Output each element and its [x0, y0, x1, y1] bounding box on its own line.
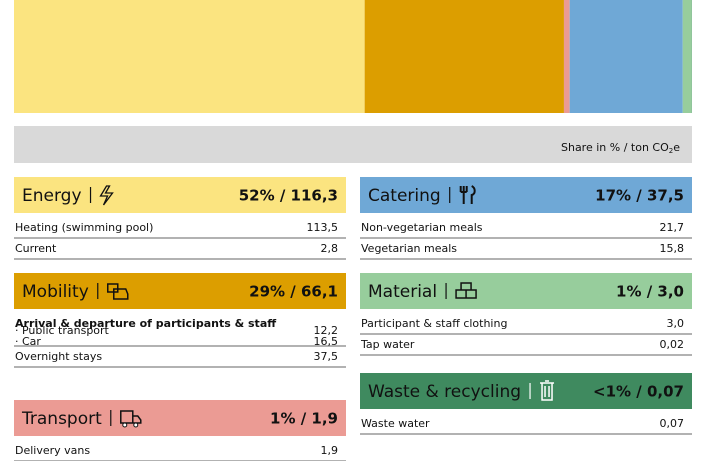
card: Material 1% / 3,0 Participant & staff clot…: [360, 273, 692, 356]
icon-group: [540, 380, 555, 401]
icon: [133, 422, 139, 428]
unit-text: Share in % / ton CO: [561, 141, 669, 154]
row-label: · Public transport: [15, 324, 110, 337]
row-value: 0,07: [660, 417, 685, 430]
unit-tail: e: [673, 141, 680, 154]
icon: [540, 380, 555, 401]
bar-segment: [682, 0, 692, 113]
icon: [455, 282, 477, 299]
row-value: 16,5: [314, 335, 339, 348]
icon-group: [459, 185, 476, 204]
icon: [99, 185, 114, 206]
icon-group: [455, 282, 477, 299]
bar-segment: [14, 0, 365, 113]
row-value: 15,8: [660, 242, 685, 255]
row-value: 1,9: [321, 444, 339, 457]
bar-segment: [569, 0, 683, 113]
card-title: Catering: [368, 186, 441, 206]
card-value: 1% / 1,9: [270, 410, 338, 428]
row-value: 113,5: [307, 221, 339, 234]
card-value: <1% / 0,07: [593, 383, 684, 401]
row-value: 2,8: [321, 242, 339, 255]
bar-segment: [364, 0, 564, 113]
card-value: 29% / 66,1: [249, 283, 338, 301]
card-header: [14, 400, 346, 436]
card-title: Transport: [21, 409, 102, 429]
icon: [107, 283, 129, 300]
card-value: 17% / 37,5: [595, 187, 684, 205]
unit-sub: 2: [669, 147, 673, 155]
row-heading: Arrival & departure of participants & st…: [15, 317, 276, 330]
row-label: Heating (swimming pool): [15, 221, 153, 234]
row-value: 3,0: [667, 317, 685, 330]
row-label: Vegetarian meals: [361, 242, 457, 255]
card-value: 1% / 3,0: [616, 283, 684, 301]
icon-group: [99, 185, 114, 206]
card-header: [14, 177, 346, 213]
icon-group: [107, 283, 129, 300]
unit-label: Share in % / ton CO2e: [561, 141, 680, 155]
row-value: 0,02: [660, 338, 685, 351]
row-label: Participant & staff clothing: [361, 317, 507, 330]
card: Waste & recycling <1% / 0,07 Waste water 0,…: [360, 373, 692, 435]
card-title: Waste & recycling: [368, 382, 521, 402]
row-label: Waste water: [361, 417, 430, 430]
icon-group: [120, 410, 142, 428]
icon: [122, 422, 128, 428]
card-header: [360, 177, 692, 213]
card-header: [360, 273, 692, 309]
row-label: Tap water: [360, 338, 415, 351]
card-title: Energy: [22, 186, 82, 206]
row-value: 37,5: [314, 350, 339, 363]
card-value: 52% / 116,3: [239, 187, 338, 205]
card-header: [14, 273, 346, 309]
row-label: Non-vegetarian meals: [361, 221, 483, 234]
row-label: · Car: [15, 335, 41, 348]
card: Mobility 29% / 66,1 Arrival & departure of…: [14, 273, 346, 368]
icon: [120, 410, 142, 424]
row-value: 21,7: [660, 221, 685, 234]
card: Catering 17% / 37,5 Non-vegetarian meals 21…: [360, 177, 692, 260]
icon: [459, 185, 476, 204]
bar-segment: [563, 0, 570, 113]
row-value: 12,2: [314, 324, 339, 337]
card-title: Mobility: [22, 282, 89, 302]
card: Transport 1% / 1,9 Delivery vans 1,9: [14, 400, 346, 461]
unit-band: [14, 126, 692, 163]
row-label: Current: [15, 242, 57, 255]
card-header: [360, 373, 692, 409]
row-label: Delivery vans: [15, 444, 90, 457]
card: Energy 52% / 116,3 Heating (swimming pool)…: [14, 177, 346, 260]
row-label: Overnight stays: [15, 350, 102, 363]
card-title: Material: [368, 282, 437, 302]
